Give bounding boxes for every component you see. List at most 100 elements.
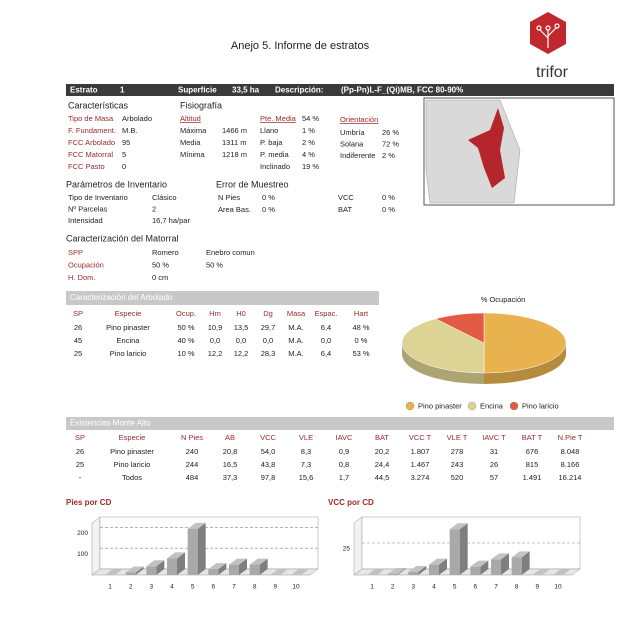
bar-side (418, 565, 427, 575)
table-cell: M.A. (288, 323, 303, 332)
table-cell: 57 (490, 473, 498, 482)
table-cell: 13,5 (234, 323, 249, 332)
bar (249, 564, 260, 575)
table-cell: 8.166 (561, 460, 580, 469)
table-cell: 29,7 (261, 323, 276, 332)
table-cell: 16,5 (223, 460, 238, 469)
table-header: VLE (299, 433, 313, 442)
table-cell: 31 (490, 447, 498, 456)
table-header: N Pies (181, 433, 203, 442)
table-cell: 25 (74, 349, 82, 358)
field-value: 1 % (302, 126, 315, 135)
table-header: H0 (236, 309, 246, 318)
field: Romero (152, 248, 179, 257)
field-label: Intensidad (68, 216, 103, 225)
field: SPP (68, 248, 83, 257)
field-label: Mínima (180, 150, 205, 159)
strata-field: Superficie (178, 86, 217, 95)
bar-top (367, 569, 385, 575)
bar (491, 559, 501, 575)
table-cell: 0,0 (236, 336, 246, 345)
bar-top (491, 553, 509, 560)
strata-field: Descripción: (275, 86, 323, 95)
table-cell: 484 (186, 473, 199, 482)
bar (208, 569, 219, 575)
table-header: Hart (354, 309, 369, 318)
field-label: Indiferente (340, 151, 375, 160)
strata-field: Estrato (70, 86, 98, 95)
table-cell: 0 % (355, 336, 368, 345)
field-label: Tipo de Masa (68, 114, 114, 123)
field-value: M.B. (122, 126, 137, 135)
table-cell: 8.048 (561, 447, 580, 456)
bar (511, 557, 522, 575)
field: VCC (338, 193, 354, 202)
table-cell: 7,3 (301, 460, 311, 469)
field-value: 1466 m (222, 126, 247, 135)
field-label: FCC Matorral (68, 150, 113, 159)
table-cell: 20,2 (375, 447, 390, 456)
table-cell: 8,3 (301, 447, 311, 456)
table-header: VCC (260, 433, 276, 442)
field: 0 cm (152, 273, 168, 282)
bar (470, 566, 481, 575)
field: Ocupación (68, 260, 104, 269)
bar-top (449, 523, 468, 530)
field-value: 1311 m (222, 138, 246, 147)
x-tick-label: 10 (292, 584, 300, 591)
table-cell: 0,0 (321, 336, 331, 345)
bar-top (553, 569, 571, 575)
table-cell: 40 % (177, 336, 194, 345)
bar-side (480, 560, 489, 575)
table-cell: 0,8 (339, 460, 349, 469)
field-value: 72 % (382, 139, 399, 148)
chart-back (99, 516, 319, 570)
table-cell: 24,4 (375, 460, 390, 469)
table-header: SP (75, 433, 85, 442)
field-value: 16,7 ha/par (152, 216, 190, 225)
strata-field: 33,5 ha (232, 86, 260, 95)
table-cell: Encina (117, 336, 141, 345)
bar-top (291, 569, 309, 575)
bar (429, 564, 439, 575)
field-label: FCC Arbolado (68, 138, 115, 147)
subsection-title: Pte. Media (260, 114, 297, 123)
table-header: Espac. (315, 309, 338, 318)
field-label: Máxima (180, 126, 207, 135)
x-tick-label: 6 (212, 584, 216, 591)
strata-field: (Pp-Pn)L-F_(Qi)MB, FCC 80-90% (341, 86, 463, 95)
bar-side (459, 523, 468, 575)
field-value: 19 % (302, 162, 319, 171)
table-cell: 10 % (177, 349, 194, 358)
table-cell: Pino pinaster (106, 323, 150, 332)
x-tick-label: 9 (536, 584, 540, 591)
strata-field: 1 (120, 86, 125, 95)
bar-side (177, 552, 185, 575)
x-tick-label: 4 (170, 584, 174, 591)
field-value: 2 (152, 204, 156, 213)
table-cell: 45 (74, 336, 82, 345)
chart-wall (353, 516, 363, 576)
field-label: Solana (340, 139, 364, 148)
table-header: Especie (119, 433, 146, 442)
logo-text: trifor (536, 64, 569, 81)
field-label: P. media (260, 150, 289, 159)
strata-bar (66, 84, 614, 96)
chart-wall (91, 516, 101, 576)
table-cell: 1,7 (339, 473, 349, 482)
chart-title: % Ocupación (481, 295, 526, 304)
table-cell: 25 (76, 460, 84, 469)
table-cell: 54,0 (261, 447, 276, 456)
table-cell: 97,8 (261, 473, 276, 482)
bar-side (239, 558, 247, 575)
subsection-title: Altitud (180, 114, 201, 123)
bar-top (270, 569, 289, 575)
table-cell: 53 % (352, 349, 369, 358)
field-label: F. Fundament. (68, 126, 116, 135)
table-cell: Pino laricio (114, 460, 151, 469)
table-header: N.Pie T (558, 433, 583, 442)
table-cell: 815 (526, 460, 539, 469)
table-cell: 0,0 (210, 336, 220, 345)
x-tick-label: 10 (554, 584, 562, 591)
